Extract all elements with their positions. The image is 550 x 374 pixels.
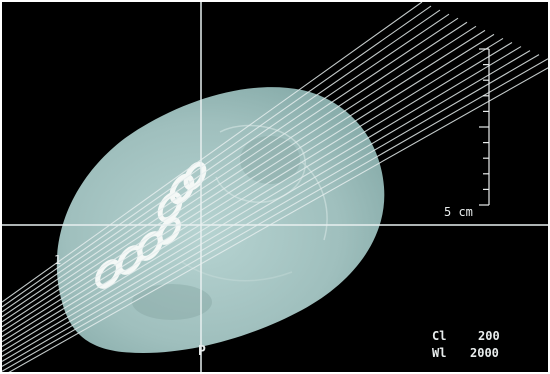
window-center-label: Cl [432,329,446,343]
window-width-label: Wl [432,346,446,360]
side-marker: 1 [54,253,61,267]
window-center-value: 200 [478,329,500,343]
posterior-marker: P [198,344,206,359]
scale-ruler [479,49,489,205]
window-width-value: 2000 [470,346,499,360]
scale-ruler-ticks [479,49,489,205]
body-cross-section [57,87,385,353]
scale-label: 5 cm [444,205,473,219]
